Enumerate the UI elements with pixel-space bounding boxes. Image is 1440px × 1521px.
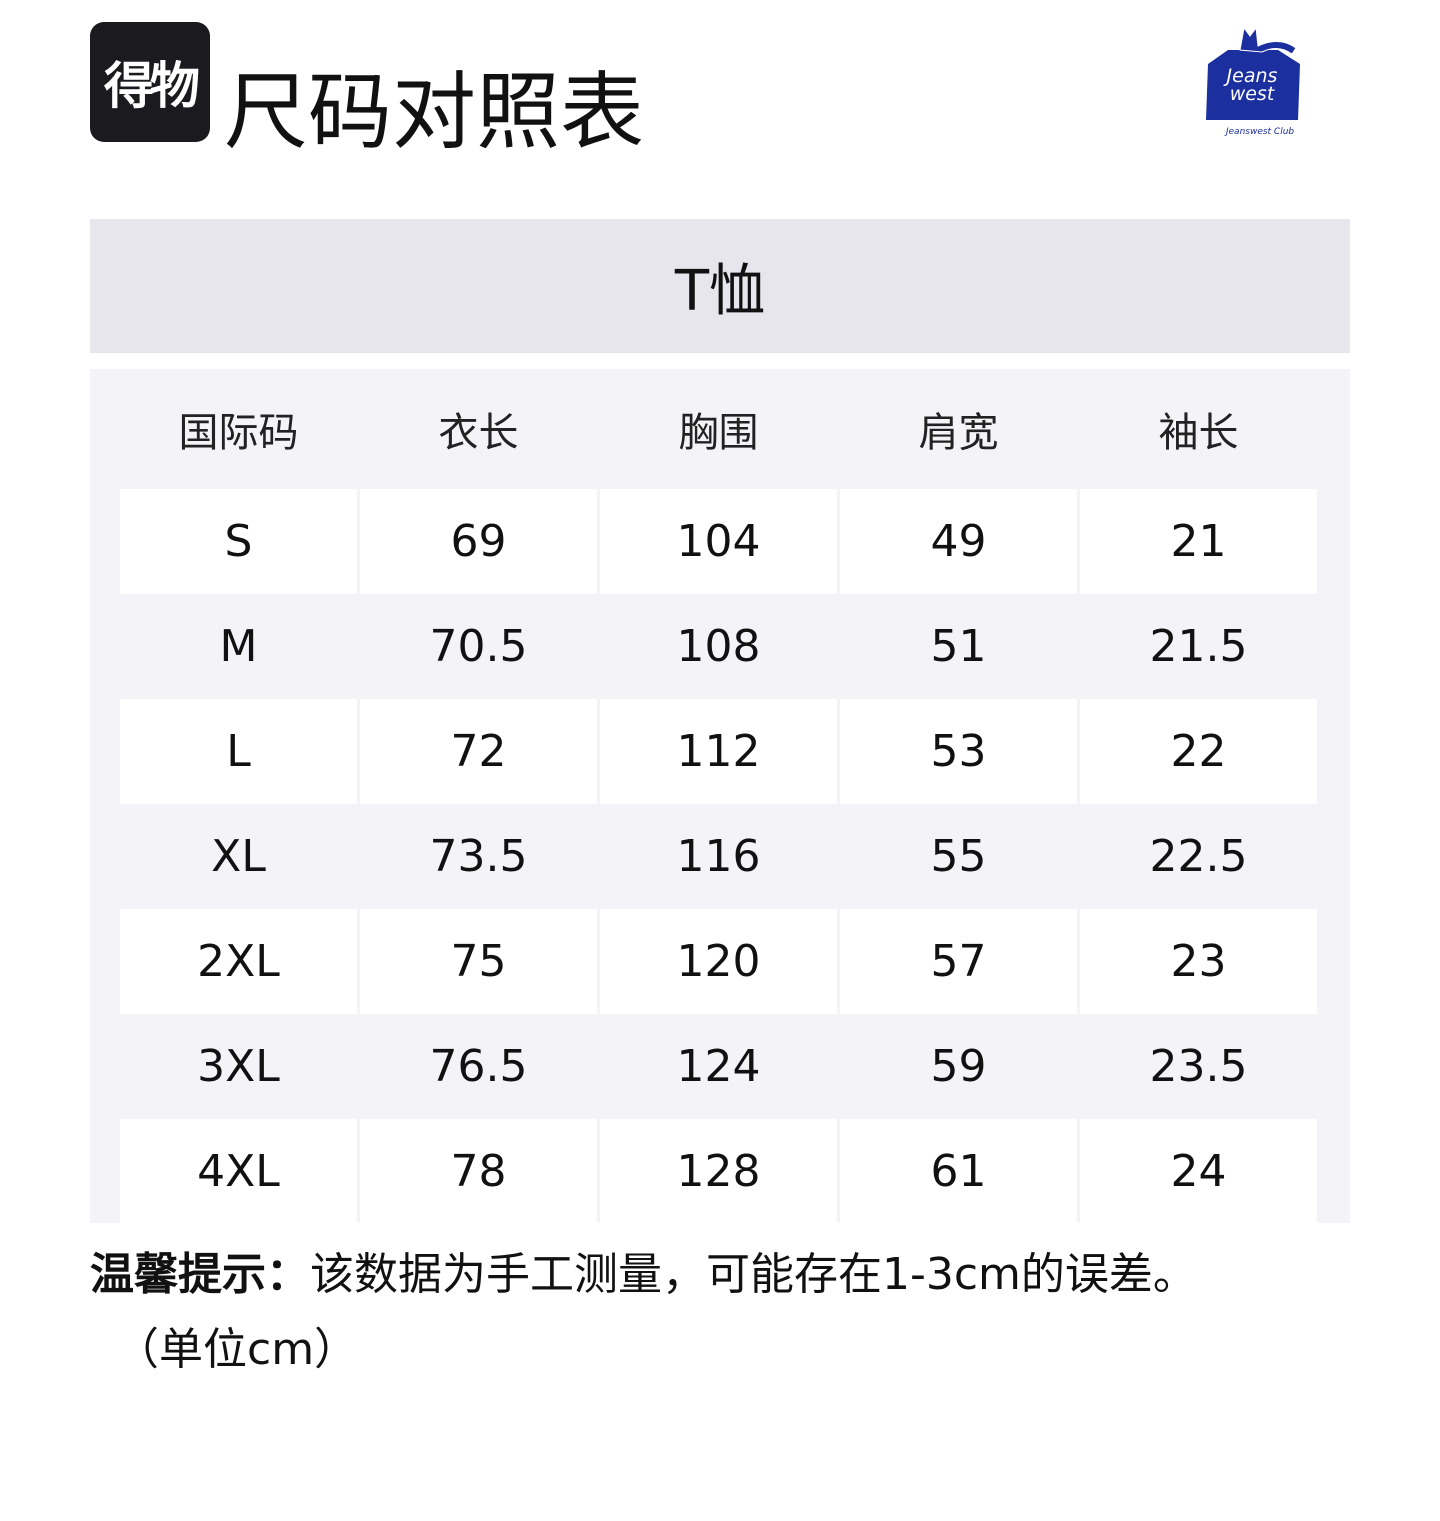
table-row: L 72 112 53 22	[120, 699, 1320, 804]
table-cell: 53	[840, 699, 1077, 804]
table-header-row: 国际码 衣长 胸围 肩宽 袖长	[120, 369, 1320, 489]
table-cell: 22.5	[1149, 831, 1248, 882]
table-cell: 57	[840, 909, 1077, 1014]
header-cell: 胸围	[678, 410, 759, 456]
table-cell: 69	[360, 489, 597, 594]
table-cell: 61	[840, 1119, 1077, 1224]
table-cell: 23	[1080, 909, 1317, 1014]
header-cell: 肩宽	[918, 410, 999, 456]
table-row: 3XL 76.5 124 59 23.5	[120, 1014, 1320, 1119]
table-row: M 70.5 108 51 21.5	[120, 594, 1320, 699]
table-cell: L	[120, 699, 357, 804]
table-cell: 22	[1080, 699, 1317, 804]
table-cell: S	[120, 489, 357, 594]
table-row: XL 73.5 116 55 22.5	[120, 804, 1320, 909]
table-row: S 69 104 49 21	[120, 489, 1320, 594]
table-cell: 73.5	[429, 831, 528, 882]
note-label: 温馨提示：	[90, 1249, 310, 1300]
brand-badge: 得物	[90, 22, 210, 142]
table-cell: 128	[600, 1119, 837, 1224]
table-cell: 55	[930, 831, 987, 882]
table-cell: 124	[676, 1041, 761, 1092]
note: 温馨提示：该数据为手工测量，可能存在1-3cm的误差。	[90, 1245, 1197, 1305]
table-cell: 75	[360, 909, 597, 1014]
table-cell: 24	[1080, 1119, 1317, 1224]
table-cell: 49	[840, 489, 1077, 594]
jeanswest-logo: Jeans west Jeanswest Club	[1206, 26, 1300, 137]
table-cell: 112	[600, 699, 837, 804]
table-row: 4XL 78 128 61 24	[120, 1119, 1320, 1224]
header-cell: 袖长	[1158, 410, 1239, 456]
unit-note: （单位cm）	[115, 1324, 359, 1375]
table-cell: 21.5	[1149, 621, 1248, 672]
table-cell: 116	[676, 831, 761, 882]
table-cell: 120	[600, 909, 837, 1014]
table-cell: 76.5	[429, 1041, 528, 1092]
header-cell: 衣长	[438, 410, 519, 456]
table-cell: 3XL	[197, 1041, 280, 1092]
header-cell: 国际码	[178, 410, 299, 456]
table-cell: 70.5	[429, 621, 528, 672]
size-table: 国际码 衣长 胸围 肩宽 袖长 S 69 104 49 21 M 70.5 108 51 21.5…	[90, 369, 1350, 1224]
table-cell: 2XL	[120, 909, 357, 1014]
table-cell: 104	[600, 489, 837, 594]
svg-text:Jeans: Jeans	[1223, 65, 1278, 87]
table-cell: 4XL	[120, 1119, 357, 1224]
table-cell: 78	[360, 1119, 597, 1224]
table-cell: 59	[930, 1041, 987, 1092]
svg-text:west: west	[1230, 83, 1276, 105]
note-text: 该数据为手工测量，可能存在1-3cm的误差。	[310, 1249, 1197, 1300]
table-cell: 21	[1080, 489, 1317, 594]
table-cell: 23.5	[1149, 1041, 1248, 1092]
table-row: 2XL 75 120 57 23	[120, 909, 1320, 1014]
page-title: 尺码对照表	[224, 63, 645, 161]
table-title: T恤	[90, 219, 1350, 353]
table-cell: XL	[211, 831, 266, 882]
table-cell: 51	[930, 621, 987, 672]
svg-text:Jeanswest Club: Jeanswest Club	[1224, 127, 1295, 137]
table-cell: M	[219, 621, 258, 672]
table-cell: 108	[676, 621, 761, 672]
table-cell: 72	[360, 699, 597, 804]
